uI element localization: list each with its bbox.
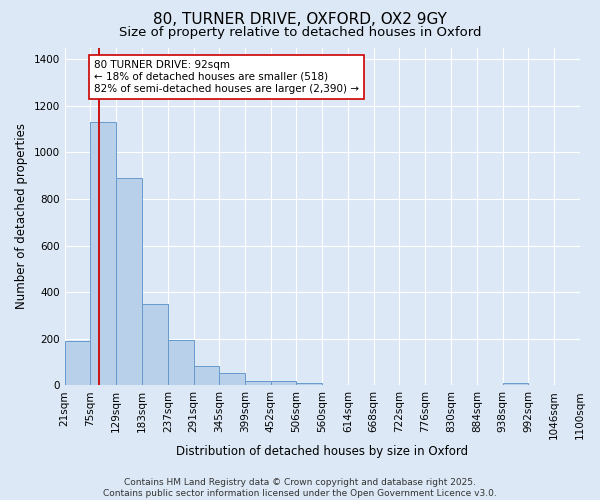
Bar <box>65 341 91 386</box>
Text: Size of property relative to detached houses in Oxford: Size of property relative to detached ho… <box>119 26 481 39</box>
Text: 80, TURNER DRIVE, OXFORD, OX2 9GY: 80, TURNER DRIVE, OXFORD, OX2 9GY <box>153 12 447 28</box>
Bar <box>194 366 220 386</box>
Bar <box>168 340 194 386</box>
Bar <box>91 122 116 386</box>
Text: 80 TURNER DRIVE: 92sqm
← 18% of detached houses are smaller (518)
82% of semi-de: 80 TURNER DRIVE: 92sqm ← 18% of detached… <box>94 60 359 94</box>
Bar <box>142 304 168 386</box>
Y-axis label: Number of detached properties: Number of detached properties <box>15 124 28 310</box>
Bar <box>116 178 142 386</box>
Text: Contains HM Land Registry data © Crown copyright and database right 2025.
Contai: Contains HM Land Registry data © Crown c… <box>103 478 497 498</box>
Bar <box>296 383 322 386</box>
X-axis label: Distribution of detached houses by size in Oxford: Distribution of detached houses by size … <box>176 444 469 458</box>
Bar <box>220 372 245 386</box>
Bar <box>503 383 529 386</box>
Bar <box>271 381 296 386</box>
Bar <box>245 381 271 386</box>
